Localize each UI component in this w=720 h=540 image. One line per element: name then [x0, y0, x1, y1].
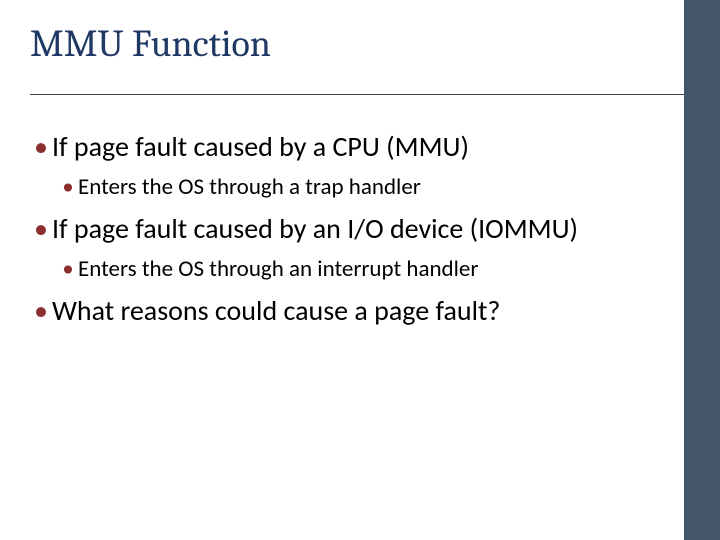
bullet-dot-icon: • [30, 292, 52, 330]
bullet-text: What reasons could cause a page fault? [52, 292, 670, 330]
slide-content: •If page fault caused by a CPU (MMU)•Ent… [30, 128, 670, 334]
bullet-item: •Enters the OS through a trap handler [58, 170, 670, 204]
bullet-text: If page fault caused by a CPU (MMU) [52, 128, 670, 166]
bullet-item: •What reasons could cause a page fault? [30, 292, 670, 330]
bullet-dot-icon: • [58, 252, 78, 286]
bullet-dot-icon: • [58, 170, 78, 204]
bullet-item: •If page fault caused by an I/O device (… [30, 210, 670, 248]
title-underline [30, 94, 684, 95]
bullet-dot-icon: • [30, 128, 52, 166]
bullet-item: •If page fault caused by a CPU (MMU) [30, 128, 670, 166]
slide: MMU Function •If page fault caused by a … [0, 0, 720, 540]
bullet-text: If page fault caused by an I/O device (I… [52, 210, 670, 248]
bullet-item: •Enters the OS through an interrupt hand… [58, 252, 670, 286]
bullet-text: Enters the OS through a trap handler [78, 170, 670, 204]
accent-bar [684, 0, 720, 540]
bullet-dot-icon: • [30, 210, 52, 248]
slide-title: MMU Function [30, 22, 271, 66]
bullet-text: Enters the OS through an interrupt handl… [78, 252, 670, 286]
